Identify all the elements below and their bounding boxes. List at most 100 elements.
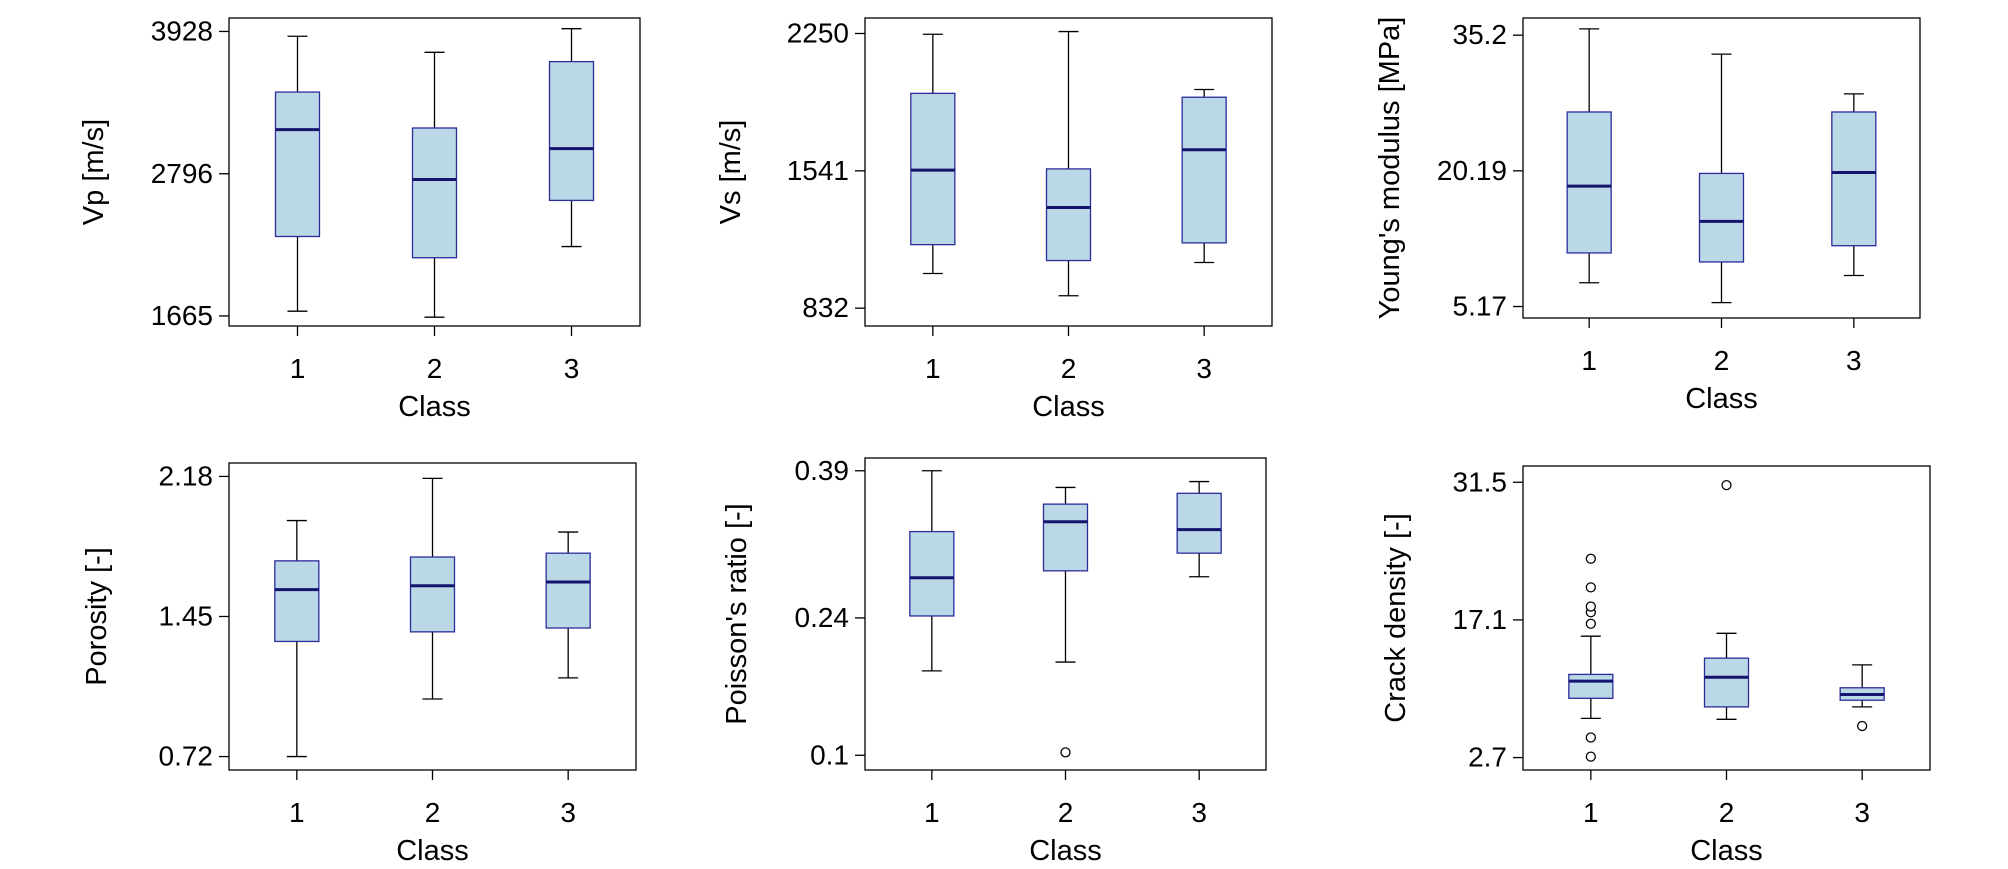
iqr-box bbox=[909, 530, 955, 617]
x-tick-label: 2 bbox=[1719, 797, 1735, 828]
iqr-box bbox=[409, 556, 456, 633]
box-class-2 bbox=[1045, 30, 1092, 297]
iqr-box bbox=[548, 60, 595, 202]
outlier-point bbox=[1585, 618, 1596, 629]
x-axis-label: Class bbox=[1685, 383, 1758, 415]
y-tick-label: 1541 bbox=[787, 155, 849, 186]
y-tick-label: 3928 bbox=[151, 15, 213, 46]
x-axis-label: Class bbox=[396, 835, 469, 864]
y-axis-label: Poisson's ratio [-] bbox=[721, 503, 753, 725]
x-axis-label: Class bbox=[398, 391, 471, 423]
panel-1: 1665 2796 3928 Vp [m/s] 1 2 3 Class bbox=[78, 15, 641, 423]
iqr-box bbox=[1703, 657, 1750, 708]
x-tick-label: 2 bbox=[1061, 353, 1077, 384]
x-tick-label: 1 bbox=[925, 353, 941, 384]
box-class-2 bbox=[1042, 486, 1089, 758]
y-tick-label: 31.5 bbox=[1453, 466, 1508, 497]
y-tick-label: 35.2 bbox=[1453, 19, 1508, 50]
x-axis-label: Class bbox=[1029, 835, 1102, 864]
iqr-box bbox=[545, 552, 591, 629]
panel-2: 832 1541 2250 Vs [m/s] 1 2 3 Class bbox=[715, 17, 1273, 423]
box-class-1 bbox=[1568, 553, 1614, 762]
box-class-3 bbox=[1176, 480, 1222, 578]
y-axis-label: Crack density [-] bbox=[1380, 513, 1412, 723]
y-tick-label: 17.1 bbox=[1453, 604, 1508, 635]
box-class-2 bbox=[409, 477, 456, 700]
x-tick-label: 3 bbox=[1191, 797, 1207, 828]
outlier-point bbox=[1721, 479, 1732, 491]
x-tick-label: 1 bbox=[924, 797, 940, 828]
box-class-3 bbox=[1831, 93, 1877, 277]
iqr-box bbox=[274, 560, 320, 643]
x-tick-label: 2 bbox=[1714, 345, 1730, 376]
iqr-box bbox=[1698, 172, 1745, 263]
box-class-2 bbox=[1703, 479, 1750, 720]
outlier-point bbox=[1585, 553, 1596, 564]
y-tick-label: 2.7 bbox=[1468, 742, 1507, 773]
y-tick-label: 20.19 bbox=[1437, 155, 1507, 186]
x-tick-label: 1 bbox=[289, 797, 305, 828]
iqr-box bbox=[1042, 503, 1089, 572]
iqr-box bbox=[1176, 492, 1222, 554]
y-tick-label: 1.45 bbox=[159, 601, 214, 632]
box-class-3 bbox=[545, 531, 591, 679]
x-axis-label: Class bbox=[1690, 835, 1763, 864]
iqr-box bbox=[1181, 96, 1227, 244]
box-class-3 bbox=[548, 28, 595, 248]
x-tick-label: 2 bbox=[1058, 797, 1074, 828]
iqr-box bbox=[1568, 673, 1614, 699]
box-class-3 bbox=[1181, 88, 1227, 264]
panel-4: 0.72 1.45 2.18 Porosity [-] 1 2 3 Class bbox=[81, 460, 637, 867]
x-tick-label: 1 bbox=[1581, 345, 1597, 376]
x-tick-label: 3 bbox=[1196, 353, 1212, 384]
y-axis-label: Vp [m/s] bbox=[78, 119, 110, 225]
box-class-2 bbox=[411, 51, 458, 318]
iqr-box bbox=[1566, 111, 1612, 254]
y-tick-label: 1665 bbox=[151, 300, 213, 331]
y-tick-label: 5.17 bbox=[1453, 291, 1508, 322]
x-axis-label: Class bbox=[1032, 391, 1105, 423]
outlier-point bbox=[1857, 720, 1868, 732]
box-class-1 bbox=[909, 470, 955, 672]
y-tick-label: 0.72 bbox=[159, 741, 214, 772]
x-tick-label: 3 bbox=[1854, 797, 1870, 828]
iqr-box bbox=[274, 91, 321, 238]
y-tick-label: 0.24 bbox=[795, 602, 850, 633]
iqr-box bbox=[411, 127, 458, 259]
y-tick-label: 0.1 bbox=[810, 739, 849, 770]
outlier-point bbox=[1585, 751, 1596, 762]
y-axis-label: Vs [m/s] bbox=[715, 120, 747, 225]
box-class-2 bbox=[1698, 53, 1745, 304]
iqr-box bbox=[1045, 168, 1092, 262]
box-class-1 bbox=[910, 33, 956, 275]
x-tick-label: 2 bbox=[425, 797, 441, 828]
x-tick-label: 3 bbox=[560, 797, 576, 828]
x-tick-label: 3 bbox=[564, 353, 580, 384]
box-class-1 bbox=[1566, 28, 1612, 284]
x-tick-label: 3 bbox=[1846, 345, 1862, 376]
y-axis-label: Porosity [-] bbox=[81, 547, 113, 686]
outlier-point bbox=[1585, 601, 1596, 612]
x-tick-label: 1 bbox=[1583, 797, 1599, 828]
outlier-point bbox=[1060, 747, 1071, 758]
box-class-3 bbox=[1839, 664, 1885, 732]
y-tick-label: 2250 bbox=[787, 17, 849, 48]
y-tick-label: 832 bbox=[802, 292, 849, 323]
panel-3: 5.17 20.19 35.2 Young's modulus [MPa] 1 2 3 Cla… bbox=[1374, 17, 1921, 415]
x-tick-label: 2 bbox=[427, 353, 443, 384]
y-tick-label: 0.39 bbox=[795, 455, 850, 486]
outlier-point bbox=[1585, 732, 1596, 743]
y-tick-label: 2.18 bbox=[159, 460, 214, 491]
panel-5: 0.1 0.24 0.39 Poisson's ratio [-] 1 2 3 Class bbox=[721, 455, 1267, 867]
box-class-1 bbox=[274, 519, 320, 758]
box-class-1 bbox=[274, 35, 321, 312]
y-axis-label: Young's modulus [MPa] bbox=[1374, 17, 1406, 320]
plot-frame bbox=[1522, 465, 1931, 771]
x-tick-label: 1 bbox=[290, 353, 306, 384]
panel-6: 2.7 17.1 31.5 Crack density [-] 1 2 3 Class bbox=[1380, 465, 1931, 867]
iqr-box bbox=[1831, 111, 1877, 247]
outlier-point bbox=[1585, 582, 1596, 593]
y-tick-label: 2796 bbox=[151, 158, 213, 189]
